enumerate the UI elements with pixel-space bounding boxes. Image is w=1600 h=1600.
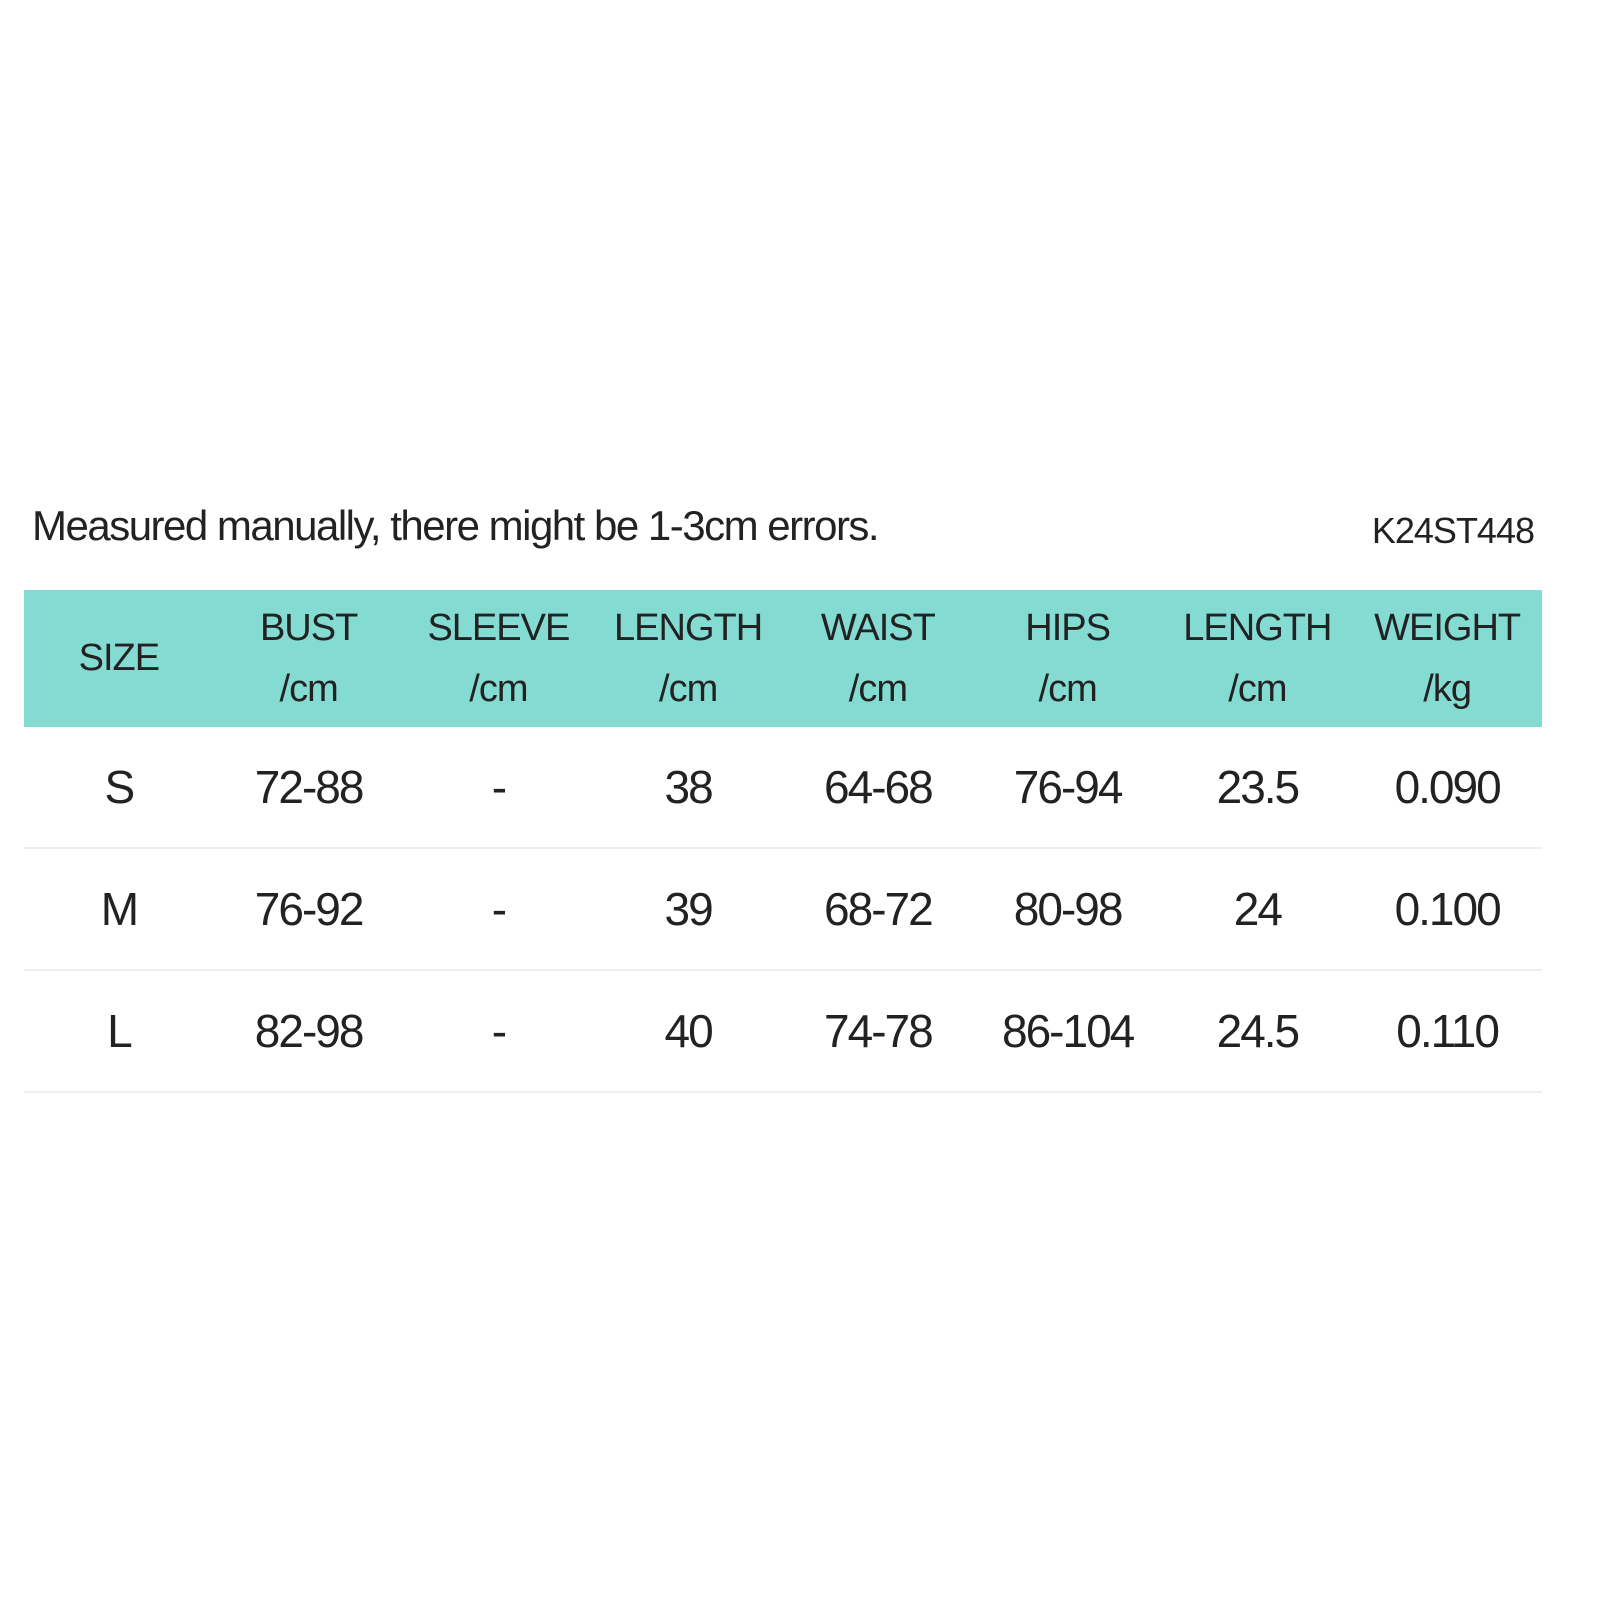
table-cell: 24.5 (1216, 1005, 1301, 1057)
table-cell: - (491, 1005, 507, 1057)
table-cell: 72-88 (254, 761, 365, 813)
column-header-name: WEIGHT (1374, 606, 1521, 649)
table-cell: 24 (1233, 883, 1283, 935)
column-header: SIZE (24, 590, 214, 727)
column-header-unit: /cm (848, 667, 908, 710)
table-row: S 72-88 - 38 64-68 76-94 23.5 0.090 (24, 727, 1542, 849)
table-cell: 0.100 (1394, 883, 1502, 935)
table-cell: 76-94 (1013, 761, 1124, 813)
column-header: WAIST/cm (783, 590, 973, 727)
table-cell: 0.090 (1394, 761, 1502, 813)
column-header-unit: /cm (279, 667, 339, 710)
column-header-unit: /cm (1038, 667, 1098, 710)
table-cell: 86-104 (1002, 1005, 1135, 1057)
column-header: BUST/cm (214, 590, 404, 727)
column-header-name: LENGTH (1183, 606, 1332, 649)
table-cell: 0.110 (1396, 1005, 1500, 1057)
column-header: HIPS/cm (973, 590, 1163, 727)
measurement-note: Measured manually, there might be 1-3cm … (32, 502, 880, 549)
column-header-name: SLEEVE (427, 606, 570, 649)
column-header-name: SIZE (78, 637, 160, 679)
table-cell: 40 (664, 1005, 714, 1057)
table-cell: 76-92 (254, 883, 365, 935)
table-cell: S (104, 761, 136, 813)
table-cell: 38 (664, 761, 714, 813)
table-cell: 82-98 (254, 1005, 365, 1057)
table-cell: 64-68 (824, 761, 934, 813)
column-header-name: BUST (259, 606, 358, 649)
product-code: K24ST448 (1371, 510, 1535, 551)
column-header: WEIGHT/kg (1352, 590, 1542, 727)
column-header: LENGTH/cm (593, 590, 783, 727)
column-header-name: WAIST (820, 606, 936, 649)
column-header: SLEEVE/cm (404, 590, 594, 727)
table-cell: M (100, 883, 139, 935)
column-header-unit: /cm (659, 667, 718, 710)
table-cell: 68-72 (824, 883, 934, 935)
table-row: M 76-92 - 39 68-72 80-98 24 0.100 (24, 849, 1542, 971)
column-header-name: LENGTH (614, 606, 763, 649)
size-chart-table: SIZE BUST/cm SLEEVE/cm LENGTH/cm WAIST/cm HIP… (24, 590, 1542, 1093)
column-header-name: HIPS (1025, 606, 1111, 649)
table-cell: - (491, 883, 507, 935)
table-body: S 72-88 - 38 64-68 76-94 23.5 0.090 M 76-92 - 39 68-… (24, 727, 1542, 1093)
column-header-unit: /cm (469, 667, 528, 710)
column-header-unit: /kg (1423, 667, 1472, 710)
column-header-unit: /cm (1228, 667, 1287, 710)
table-cell: - (491, 761, 507, 813)
table-cell: 80-98 (1013, 883, 1124, 935)
table-cell: 23.5 (1216, 761, 1301, 813)
column-header: LENGTH/cm (1163, 590, 1353, 727)
table-header: SIZE BUST/cm SLEEVE/cm LENGTH/cm WAIST/cm HIP… (24, 590, 1542, 727)
table-cell: L (107, 1005, 133, 1057)
table-cell: 74-78 (824, 1005, 934, 1057)
table-row: L 82-98 - 40 74-78 86-104 24.5 0.110 (24, 971, 1542, 1093)
table-cell: 39 (664, 883, 714, 935)
